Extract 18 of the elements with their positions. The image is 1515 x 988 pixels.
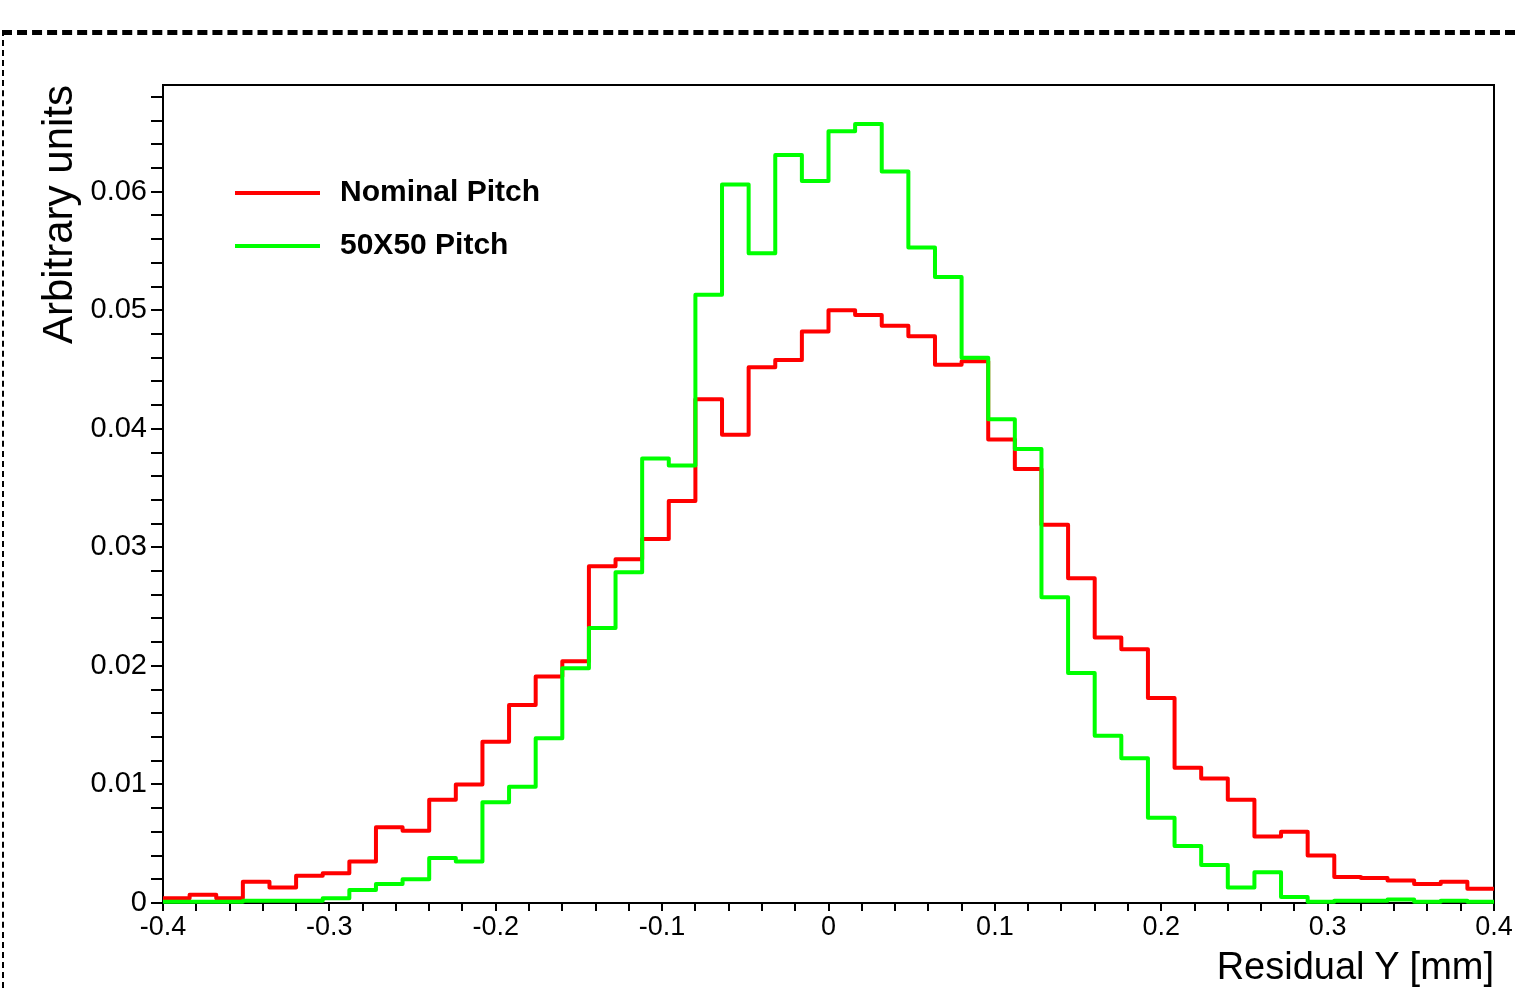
x-tick-label: 0.4 <box>1475 910 1513 941</box>
x-tick-label: 0.1 <box>976 910 1014 941</box>
x-tick-label: -0.1 <box>638 910 686 941</box>
y-tick-label: 0.05 <box>90 292 147 325</box>
x-tick-label: 0.2 <box>1142 910 1181 941</box>
y-tick-label: 0.04 <box>90 410 147 443</box>
x-tick-label: 0 <box>820 910 837 941</box>
y-tick-label: 0.02 <box>90 647 147 680</box>
y-tick-label: 0.01 <box>90 766 147 799</box>
y-tick-label: 0.06 <box>90 173 147 206</box>
y-axis-title: Arbitrary units <box>34 85 81 345</box>
y-tick-label: 0.03 <box>90 529 147 562</box>
legend-label: Nominal Pitch <box>340 174 541 208</box>
x-tick-label: 0.3 <box>1308 910 1347 941</box>
x-axis-title: Residual Y [mm] <box>1216 945 1494 987</box>
legend-label: 50X50 Pitch <box>340 227 509 261</box>
x-tick-label: -0.3 <box>306 910 353 941</box>
x-tick-label: -0.2 <box>472 910 520 941</box>
